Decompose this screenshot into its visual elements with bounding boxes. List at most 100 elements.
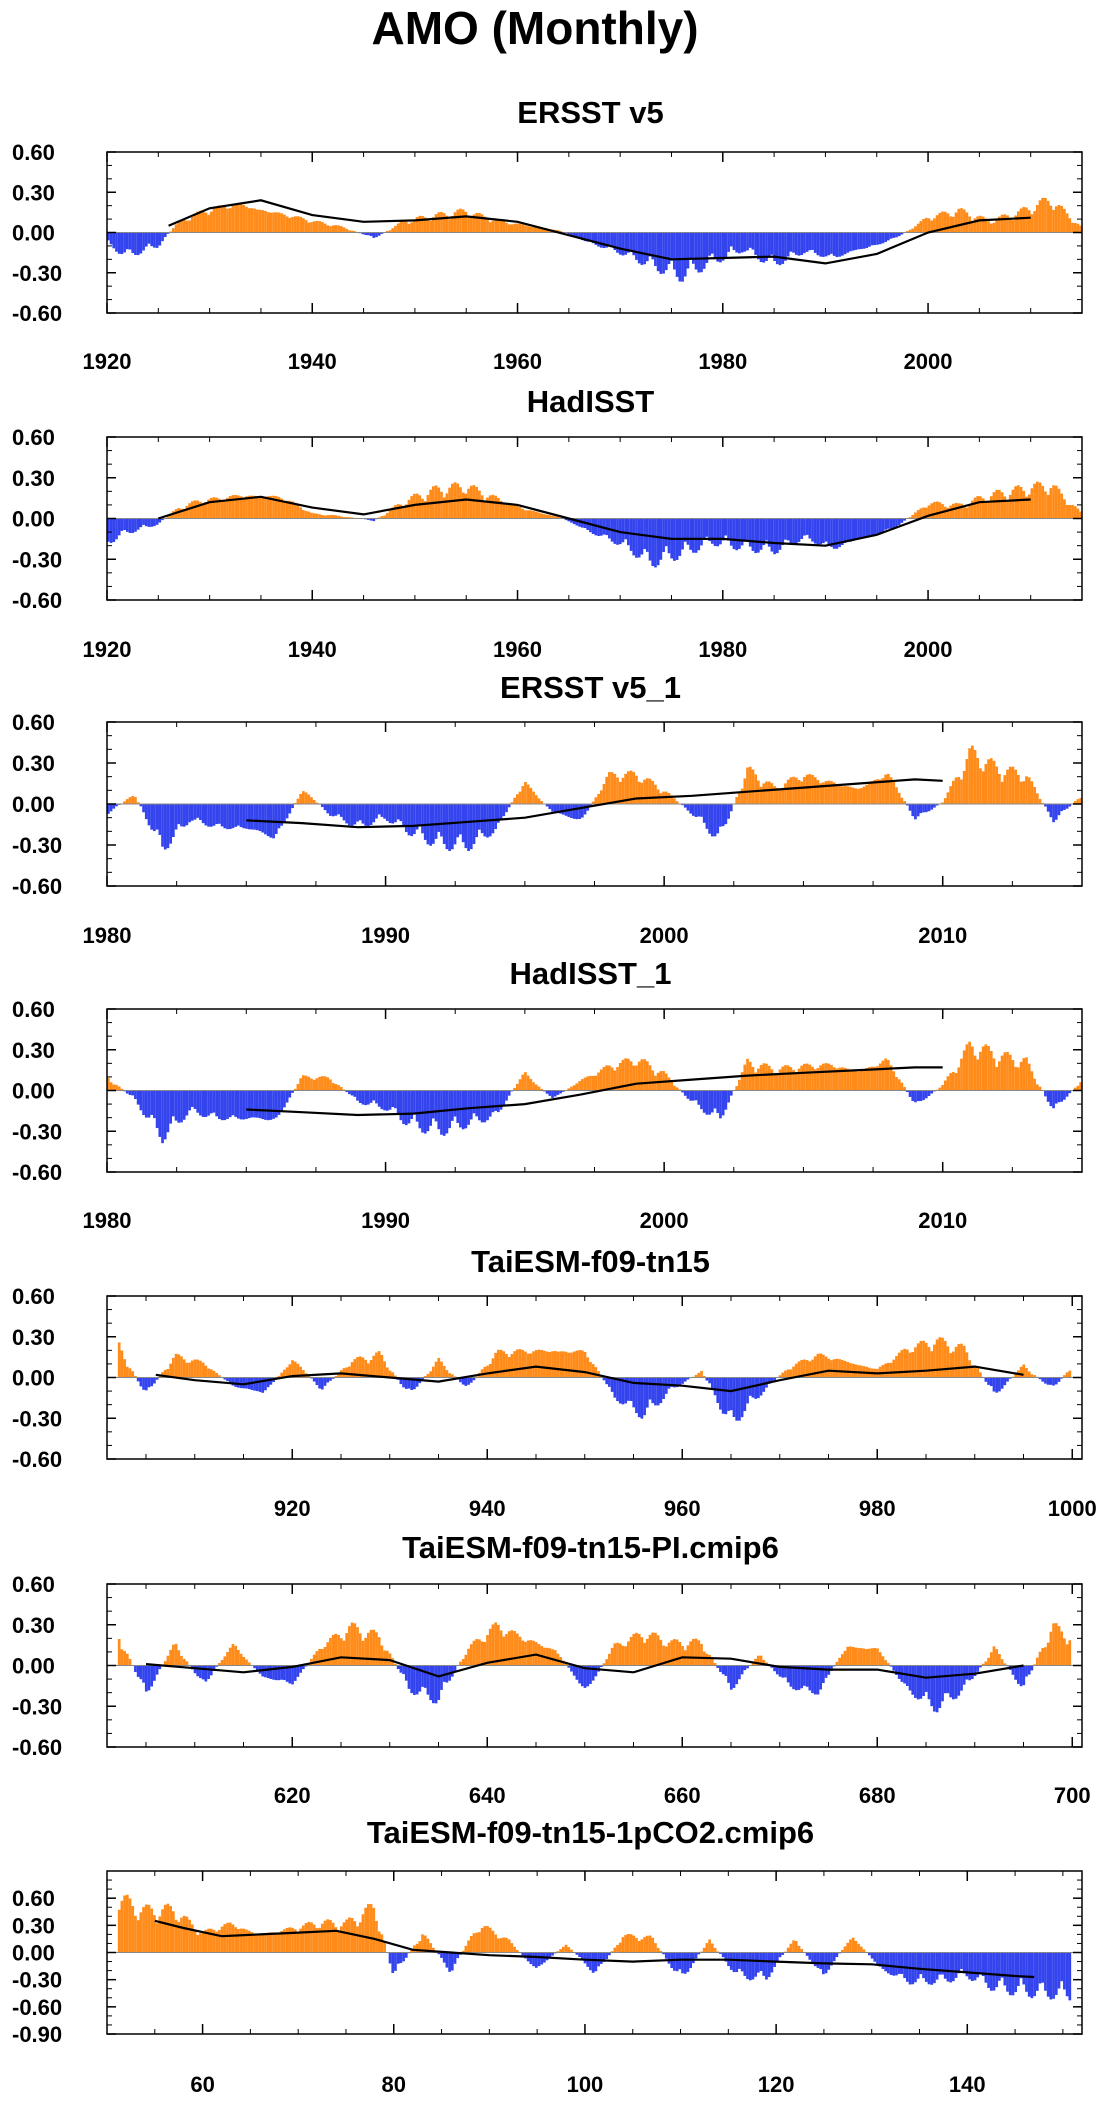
- anomaly-bar: [226, 497, 229, 519]
- anomaly-bar: [670, 232, 674, 261]
- anomaly-bar: [770, 1069, 774, 1091]
- anomaly-bar: [656, 1947, 660, 1953]
- anomaly-bar: [258, 1934, 262, 1953]
- anomaly-bar: [870, 781, 874, 804]
- anomaly-bar: [824, 1356, 828, 1378]
- anomaly-bar: [887, 232, 890, 241]
- anomaly-bar: [448, 1373, 451, 1378]
- anomaly-bar: [272, 1090, 275, 1119]
- anomaly-bar: [946, 213, 950, 233]
- anomaly-bar: [670, 795, 674, 804]
- anomaly-bar: [905, 1349, 909, 1378]
- anomaly-bar: [532, 791, 535, 804]
- anomaly-bar: [274, 1090, 278, 1118]
- x-tick-label: 1920: [83, 349, 132, 374]
- anomaly-bar: [895, 232, 898, 238]
- anomaly-bar: [442, 1090, 446, 1136]
- anomaly-bar: [242, 497, 246, 519]
- anomaly-bar: [553, 1090, 557, 1097]
- anomaly-bar: [645, 1638, 649, 1666]
- anomaly-bar: [1049, 1631, 1053, 1666]
- anomaly-bar: [545, 1090, 549, 1094]
- anomaly-bar: [702, 518, 706, 540]
- anomaly-bar: [518, 507, 522, 519]
- anomaly-bar: [507, 1631, 511, 1666]
- anomaly-bars: [107, 745, 1082, 852]
- anomaly-bar: [656, 518, 660, 566]
- anomaly-bar: [448, 804, 451, 851]
- anomaly-bar: [402, 220, 405, 233]
- anomaly-bar: [889, 232, 893, 239]
- anomaly-bar: [973, 749, 977, 804]
- anomaly-bar: [1006, 1377, 1009, 1382]
- anomaly-bar: [957, 1067, 961, 1091]
- anomaly-bar: [131, 1905, 135, 1953]
- anomaly-bar: [786, 1065, 790, 1091]
- anomaly-bar: [174, 1919, 178, 1953]
- anomaly-bar: [1044, 1647, 1047, 1666]
- anomaly-bar: [735, 518, 739, 551]
- anomaly-bar: [805, 518, 809, 535]
- anomaly-bar: [245, 1659, 248, 1666]
- anomaly-bar: [987, 1657, 990, 1666]
- anomaly-bar: [803, 776, 806, 804]
- anomaly-bar: [323, 515, 327, 519]
- anomaly-bar: [767, 232, 771, 258]
- anomaly-bar: [339, 226, 343, 233]
- anomaly-bar: [567, 1665, 571, 1668]
- anomaly-bar: [432, 1090, 435, 1119]
- x-tick-label: 920: [274, 1496, 311, 1521]
- anomaly-bar: [941, 1337, 944, 1378]
- anomaly-bar: [174, 1090, 178, 1121]
- anomaly-bar: [946, 792, 950, 804]
- anomaly-bar: [226, 208, 229, 233]
- anomaly-bar: [250, 1090, 254, 1118]
- anomaly-bar: [797, 1361, 801, 1378]
- anomaly-bar: [746, 232, 749, 251]
- anomaly-bar: [673, 1377, 676, 1388]
- anomaly-bar: [1049, 488, 1053, 519]
- anomaly-bar: [846, 518, 850, 543]
- anomaly-bar: [524, 1952, 527, 1959]
- anomaly-bar: [784, 232, 787, 261]
- anomaly-bar: [987, 1377, 990, 1385]
- y-tick-label: 0.30: [12, 751, 55, 776]
- anomaly-bar: [989, 496, 993, 519]
- anomaly-bar: [551, 1952, 554, 1956]
- anomaly-bar: [984, 501, 988, 519]
- anomaly-bar: [989, 1952, 993, 1991]
- anomaly-bar: [261, 1377, 265, 1393]
- y-tick-label: -0.30: [12, 1694, 62, 1719]
- anomaly-bar: [247, 1930, 251, 1953]
- anomaly-bar: [1014, 215, 1017, 233]
- anomaly-bar: [919, 1090, 923, 1102]
- anomaly-bar: [177, 804, 181, 825]
- anomaly-bar: [930, 1351, 934, 1378]
- anomaly-bar: [683, 232, 687, 277]
- anomaly-bar: [943, 1665, 947, 1694]
- anomaly-bar: [830, 781, 833, 804]
- anomaly-bar: [627, 1933, 630, 1953]
- anomaly-bar: [635, 775, 638, 804]
- anomaly-bar: [429, 1665, 432, 1701]
- anomaly-bar: [572, 1665, 576, 1676]
- anomaly-bar: [223, 206, 227, 233]
- anomaly-bar: [199, 1665, 202, 1679]
- anomaly-bar: [605, 232, 609, 248]
- anomaly-bar: [618, 1377, 622, 1404]
- anomaly-bar: [643, 1642, 646, 1666]
- anomaly-bar: [1044, 197, 1047, 233]
- anomaly-bar: [385, 513, 389, 519]
- anomaly-bar: [521, 1640, 525, 1666]
- anomaly-bar: [247, 804, 251, 830]
- anomaly-bar: [472, 1933, 476, 1953]
- anomaly-bar: [117, 1909, 121, 1953]
- anomaly-bar: [922, 219, 925, 233]
- anomaly-bar: [350, 1362, 354, 1378]
- anomaly-bar: [840, 1359, 844, 1378]
- anomaly-bar: [968, 1360, 971, 1378]
- anomaly-bar: [497, 497, 500, 519]
- anomaly-bar: [637, 1061, 641, 1091]
- anomaly-bar: [811, 774, 814, 804]
- anomaly-bar: [188, 503, 191, 519]
